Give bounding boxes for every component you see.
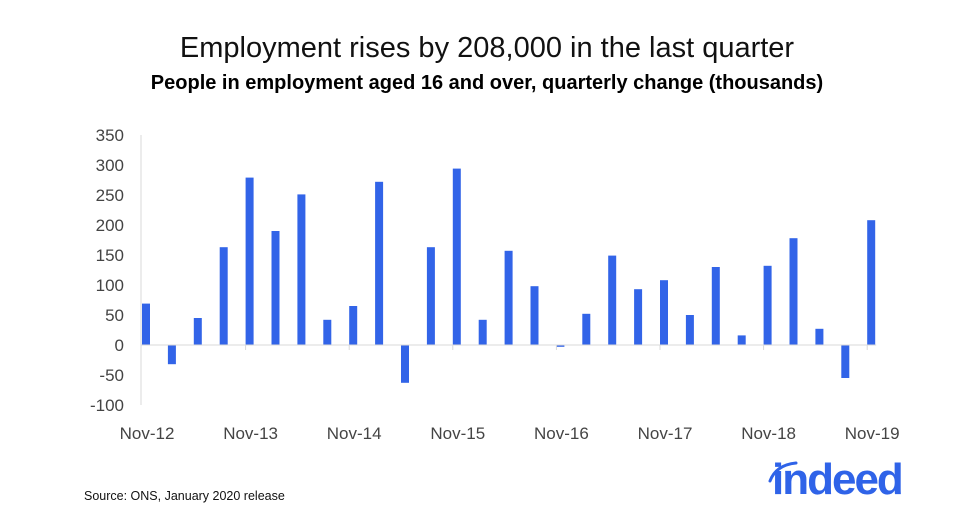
x-tick-label: Nov-17 [638,424,693,443]
bar-May-13 [193,318,202,345]
bar-Feb-15 [375,181,384,345]
y-tick-label: -50 [99,366,124,385]
bar-Feb-16 [478,319,487,345]
x-tick-label: Nov-12 [120,424,175,443]
bar-May-19 [815,328,824,345]
indeed-logo: indeed [762,455,912,510]
bar-May-17 [608,255,617,345]
bar-May-14 [297,194,306,345]
bar-Aug-13 [219,247,228,345]
x-tick-label: Nov-18 [741,424,796,443]
logo-text: indeed [772,455,904,504]
bar-Nov-12 [142,303,150,345]
chart-title: Employment rises by 208,000 in the last … [179,32,795,64]
y-tick-label: 150 [96,246,124,265]
y-tick-label: 100 [96,276,124,295]
bar-Aug-19 [841,345,850,378]
x-tick-label: Nov-13 [223,424,278,443]
bar-Aug-17 [634,289,643,345]
bar-Aug-18 [737,335,746,345]
bar-Feb-14 [271,231,280,345]
bar-Aug-15 [426,247,435,345]
bar-Nov-17 [660,280,668,345]
bar-Nov-14 [349,306,358,345]
y-tick-label: 350 [96,126,124,145]
y-tick-label: 250 [96,186,124,205]
bar-Nov-15 [452,168,461,345]
bar-May-15 [401,345,409,383]
bar-Feb-18 [685,315,694,345]
bar-Aug-16 [530,286,539,345]
y-tick-label: 0 [115,336,124,355]
x-tick-label: Nov-15 [430,424,485,443]
y-tick-label: 50 [105,306,124,325]
logo-arc-icon [768,461,798,483]
y-tick-label: -100 [90,396,124,415]
bar-May-18 [711,267,720,345]
bar-Feb-19 [789,238,798,345]
bar-Feb-17 [582,313,591,345]
y-tick-label: 300 [96,156,124,175]
bar-Feb-13 [167,345,176,365]
bar-Nov-13 [245,177,254,345]
x-tick-label: Nov-14 [327,424,382,443]
x-tick-label: Nov-19 [845,424,900,443]
x-tick-label: Nov-16 [534,424,589,443]
source-note: Source: ONS, January 2020 release [84,489,285,503]
bar-Nov-18 [763,265,772,345]
bar-Nov-16 [556,345,565,347]
chart-subtitle: People in employment aged 16 and over, q… [150,72,824,94]
y-tick-label: 200 [96,216,124,235]
bar-Nov-19 [867,220,876,345]
bar-May-16 [504,250,513,345]
bar-Aug-14 [323,319,332,345]
